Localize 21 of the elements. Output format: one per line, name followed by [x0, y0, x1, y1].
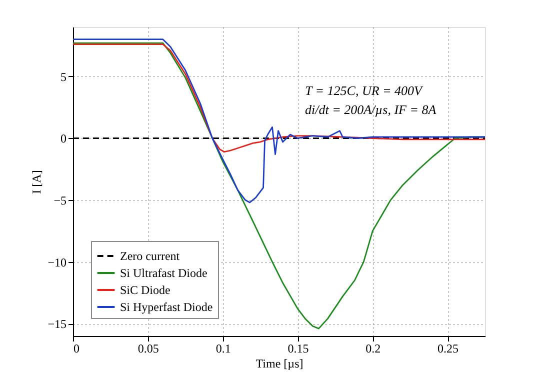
- line-series: [72, 38, 486, 204]
- x-axis-title: Time [µs]: [256, 356, 304, 370]
- x-tick-label: 0: [74, 342, 80, 356]
- x-tick-label: 0.05: [138, 342, 159, 356]
- x-tick-label: 0.25: [438, 342, 459, 356]
- annotation: T = 125C, UR = 400V: [305, 83, 424, 98]
- x-tick-label: 0.15: [288, 342, 309, 356]
- legend-label: Si Hyperfast Diode: [120, 300, 213, 314]
- annotation: di/dt = 200A/µs, IF = 8A: [305, 102, 436, 117]
- y-axis-title: I [A]: [30, 170, 44, 194]
- y-tick-label: −10: [48, 255, 66, 270]
- y-tick-label: −5: [54, 194, 66, 208]
- legend-label: SiC Diode: [120, 283, 170, 297]
- line-series: [72, 44, 486, 153]
- y-tick-label: 5: [60, 70, 66, 84]
- legend-label: Zero current: [120, 249, 180, 263]
- x-tick-label: 0.1: [216, 342, 231, 356]
- legend-label: Si Ultrafast Diode: [120, 266, 208, 280]
- x-tick-label: 0.2: [366, 342, 381, 356]
- y-tick-label: −15: [48, 317, 66, 332]
- y-tick-label: 0: [60, 132, 66, 146]
